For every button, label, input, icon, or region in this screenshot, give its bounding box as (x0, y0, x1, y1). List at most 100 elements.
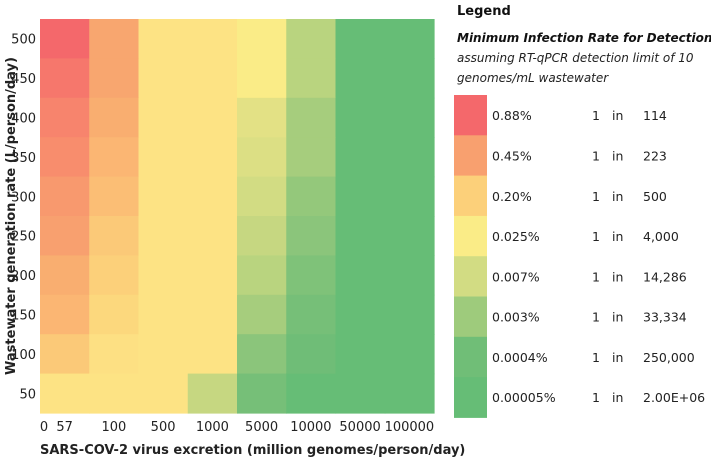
legend-rate: 0.00005% (492, 390, 556, 405)
heatmap-cell-500-500 (138, 19, 189, 59)
legend-in: in (612, 390, 623, 405)
y-tick-label: 350 (11, 151, 36, 166)
heatmap-cell-150-500 (138, 294, 189, 335)
heatmap-cell-500-57 (40, 19, 90, 59)
heatmap-cell-450-100 (89, 58, 140, 99)
heatmap-cell-200-10000 (286, 255, 337, 296)
heatmap-cell-50-57 (40, 373, 90, 414)
legend-one: 1 (592, 108, 600, 123)
legend-one: 1 (592, 189, 600, 204)
heatmap-cell-200-100000 (384, 255, 435, 296)
legend-count: 14,286 (643, 269, 687, 284)
heatmap-cell-450-100000 (384, 58, 435, 99)
heatmap-cell-200-57 (40, 255, 90, 296)
heatmap-cell-100-100 (89, 334, 140, 375)
heatmap-cell-450-5000 (237, 58, 287, 99)
heatmap-cell-300-1000 (187, 176, 238, 217)
y-tick-label: 500 (11, 33, 36, 48)
heatmap-cell-450-1000 (187, 58, 238, 99)
heatmap-cell-150-100 (89, 294, 140, 335)
heatmap-cell-400-5000 (237, 97, 287, 138)
heatmap-cell-100-10000 (286, 334, 337, 375)
heatmap-cell-100-500 (138, 334, 189, 375)
heatmap-cell-50-500 (138, 373, 189, 414)
heatmap-cell-300-500 (138, 176, 189, 217)
heatmap-cell-500-10000 (286, 19, 337, 59)
legend-rate: 0.0004% (492, 350, 548, 365)
heatmap-cell-200-5000 (237, 255, 287, 296)
x-tick-label: 100000 (385, 420, 435, 435)
heatmap-cell-100-1000 (187, 334, 238, 375)
heatmap-cell-200-1000 (187, 255, 238, 296)
heatmap-cell-400-1000 (187, 97, 238, 138)
heatmap-cell-400-500 (138, 97, 189, 138)
y-tick-label: 250 (11, 230, 36, 245)
legend-subtitle-line-1: assuming RT-qPCR detection limit of 10 (457, 51, 694, 65)
legend-swatch (454, 135, 487, 177)
heatmap-cell-500-100 (89, 19, 140, 59)
x-tick-label: 1000 (196, 420, 229, 435)
heatmap-cell-250-10000 (286, 216, 337, 256)
heatmap-cell-300-5000 (237, 176, 287, 217)
x-tick-label: 5000 (245, 420, 278, 435)
legend-swatch (454, 256, 487, 297)
legend-swatch (454, 296, 487, 338)
legend-subtitle-line-2: genomes/mL wastewater (457, 71, 609, 85)
x-tick-label: 0 (40, 420, 48, 435)
heatmap-cell-350-57 (40, 137, 90, 178)
heatmap-cell-400-50000 (335, 97, 386, 138)
legend-rate: 0.025% (492, 229, 540, 244)
heatmap-cell-50-50000 (335, 373, 386, 414)
heatmap-cell-200-500 (138, 255, 189, 296)
legend-count: 2.00E+06 (643, 390, 705, 405)
heatmap-cell-350-1000 (187, 137, 238, 178)
y-tick-label: 100 (11, 348, 36, 363)
heatmap-cell-350-500 (138, 137, 189, 178)
legend-rate: 0.88% (492, 108, 532, 123)
x-tick-label: 100 (101, 420, 126, 435)
legend-rate: 0.003% (492, 310, 540, 325)
heatmap-cell-250-100000 (384, 216, 435, 256)
x-tick-labels: 0 57 100 500 1000 5000 10000 50000 100000 (40, 420, 434, 435)
heatmap-cell-250-57 (40, 216, 90, 256)
legend-in: in (612, 269, 623, 284)
legend-swatch (454, 336, 487, 378)
legend-count: 114 (643, 108, 667, 123)
heatmap-cell-50-10000 (286, 373, 337, 414)
heatmap-cell-350-50000 (335, 137, 386, 178)
heatmap-cell-300-100000 (384, 176, 435, 217)
heatmap-cell-250-50000 (335, 216, 386, 256)
y-axis-label: Wastewater generation rate (L/person/day… (4, 57, 19, 375)
heatmap-cell-450-50000 (335, 58, 386, 99)
heatmap-cell-100-50000 (335, 334, 386, 375)
legend-in: in (612, 108, 623, 123)
legend-rate: 0.007% (492, 269, 540, 284)
heatmap-cell-400-57 (40, 97, 90, 138)
heatmap-cell-400-100000 (384, 97, 435, 138)
legend-swatch (454, 215, 487, 257)
legend-count: 4,000 (643, 229, 679, 244)
x-tick-label: 10000 (290, 420, 331, 435)
heatmap-cell-150-100000 (384, 294, 435, 335)
legend-swatch (454, 95, 487, 136)
x-axis-label: SARS-COV-2 virus excretion (million geno… (40, 443, 465, 458)
x-tick-label: 50000 (339, 420, 380, 435)
heatmap-cell-300-57 (40, 176, 90, 217)
legend-count: 500 (643, 189, 667, 204)
heatmap-cell-300-50000 (335, 176, 386, 217)
legend-swatch (454, 175, 487, 217)
x-tick-label: 57 (56, 420, 73, 435)
heatmap-cell-250-500 (138, 216, 189, 256)
legend-one: 1 (592, 229, 600, 244)
heatmap-cell-250-100 (89, 216, 140, 256)
legend-one: 1 (592, 310, 600, 325)
heatmap-cell-500-50000 (335, 19, 386, 59)
legend-one: 1 (592, 350, 600, 365)
heatmap-cell-300-10000 (286, 176, 337, 217)
heatmap-cell-250-1000 (187, 216, 238, 256)
legend-subtitle: Minimum Infection Rate for Detection (457, 31, 711, 45)
heatmap-cell-100-100000 (384, 334, 435, 375)
legend-in: in (612, 310, 623, 325)
x-tick-label: 500 (151, 420, 176, 435)
